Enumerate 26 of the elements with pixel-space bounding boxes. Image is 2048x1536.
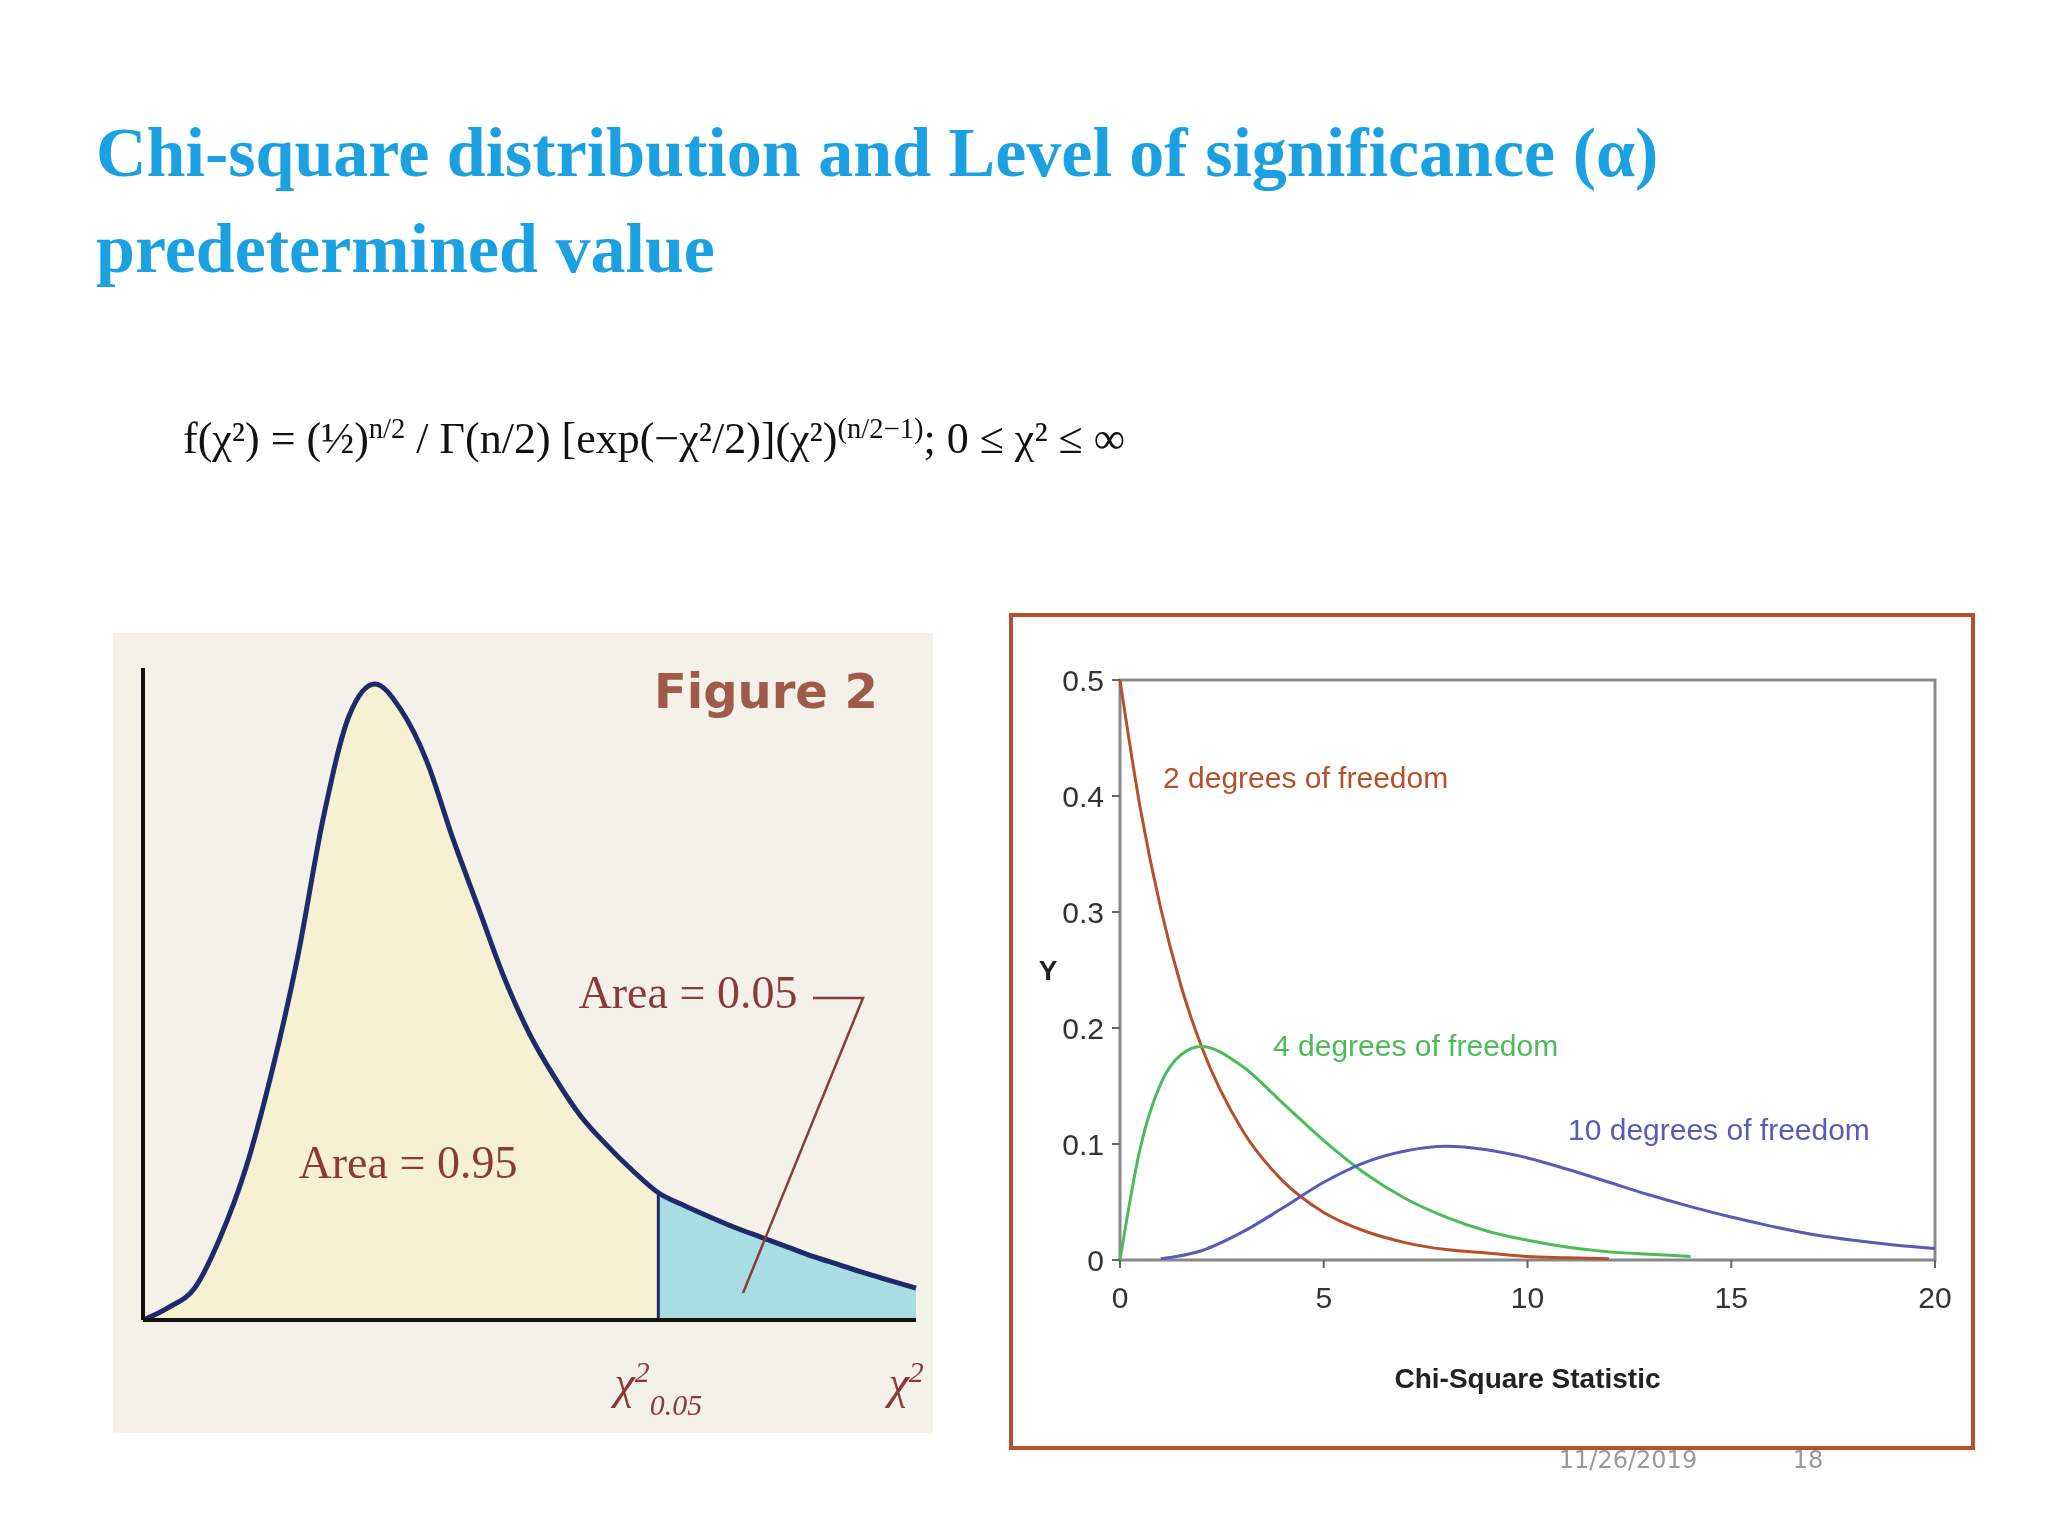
text: 11/26/2019 xyxy=(1558,1446,1698,1474)
chart-title: Chi-square distribution and Level of significance (α) predetermined value xyxy=(96,114,1659,287)
line-series xyxy=(1159,1144,1937,1261)
text: 18 xyxy=(1792,1446,1824,1474)
x-tick-label: 10 xyxy=(1510,1281,1545,1314)
series-label: 2 degrees of freedom xyxy=(1163,761,1449,794)
annotation: Area = 0.95 xyxy=(298,1137,518,1188)
y-tick-label: 0.2 xyxy=(1062,1011,1104,1045)
line-series xyxy=(1118,678,1611,1261)
series-label: 4 degrees of freedom xyxy=(1273,1029,1559,1062)
chart-subtitle: f(χ²) = (½)$^{n/2}$ / Γ(n/2) [exp(−χ²/2)](χ²)$^{(n/2−1)}$; 0 ≤ χ² ≤ ∞ xyxy=(183,412,1126,463)
y-tick-label: 0.5 xyxy=(1062,663,1104,697)
y-tick-label: 0 xyxy=(1087,1243,1104,1277)
y-tick-label: 0.4 xyxy=(1062,779,1104,813)
x-tick-label: 20 xyxy=(1918,1281,1952,1314)
x-axis-title: χ$^{2}$ xyxy=(884,1354,924,1408)
x-tick-label: 5 xyxy=(1315,1281,1333,1314)
x-tick-label: 15 xyxy=(1714,1281,1748,1314)
y-tick-label: 0.1 xyxy=(1062,1127,1104,1161)
x-axis-title: Chi-Square Statistic xyxy=(1394,1363,1661,1394)
x-tick-label: 0 xyxy=(1111,1281,1129,1314)
annotation: Area = 0.05 xyxy=(578,967,798,1018)
series-label: 10 degrees of freedom xyxy=(1568,1113,1870,1146)
annotation: Figure 2 xyxy=(653,663,878,719)
y-tick-label: 0.3 xyxy=(1062,895,1104,929)
y-axis-title: Y xyxy=(1038,954,1058,986)
